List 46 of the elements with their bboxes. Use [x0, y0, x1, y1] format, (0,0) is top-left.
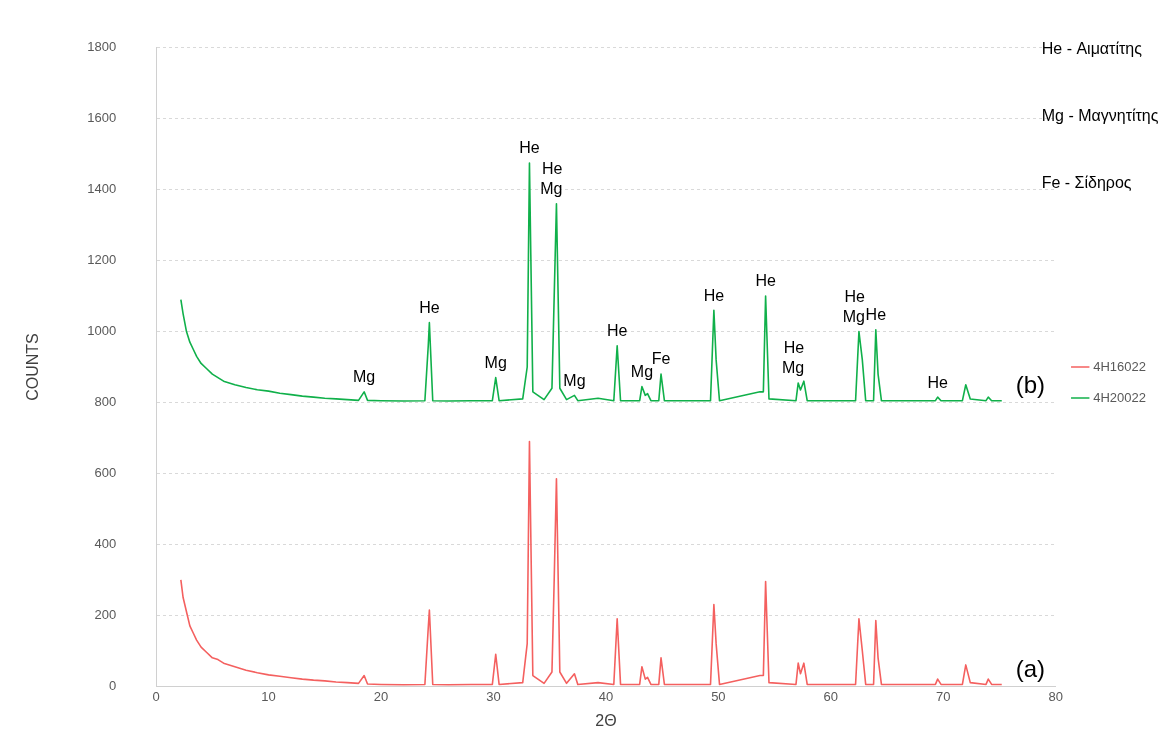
annotation: Mg: [842, 307, 865, 325]
x-tick-label: 70: [936, 688, 951, 704]
annotation: (a): [1015, 655, 1046, 683]
annotation: Mg: [540, 180, 563, 198]
annotation: Mg: [484, 354, 507, 372]
y-tick-label: 200: [94, 606, 117, 622]
annotation: He - Αιματίτης: [1041, 40, 1143, 58]
legend-label: 4H20022: [1093, 389, 1147, 405]
y-tick-label: 400: [94, 535, 117, 551]
annotation: Mg: [353, 368, 376, 386]
y-tick-label: 800: [94, 394, 117, 410]
x-tick-label: 40: [598, 688, 614, 704]
x-tick-label: 60: [823, 688, 839, 704]
annotation: Mg: [781, 359, 805, 377]
annotation: He: [519, 139, 540, 157]
annotation: He: [606, 322, 628, 340]
annotation: Mg: [630, 362, 654, 380]
y-tick-label: 0: [108, 677, 117, 693]
y-axis-title: COUNTS: [24, 333, 42, 401]
y-tick-label: 1200: [87, 252, 117, 268]
annotation: He: [783, 339, 805, 357]
annotation: He: [844, 287, 866, 305]
x-tick-label: 10: [261, 688, 276, 704]
x-tick-label: 0: [152, 688, 160, 704]
annotation: Fe: [651, 350, 671, 368]
annotation: He: [703, 286, 725, 304]
annotation: Fe - Σίδηρος: [1041, 174, 1132, 192]
annotation: Mg - Μαγνητίτης: [1041, 107, 1159, 125]
y-tick-label: 1400: [87, 181, 117, 197]
x-tick-label: 20: [373, 688, 389, 704]
y-tick-label: 1800: [87, 39, 117, 55]
y-tick-label: 1600: [87, 110, 117, 126]
annotation: Mg: [563, 371, 586, 389]
annotation: He: [541, 160, 563, 178]
legend-label: 4H16022: [1093, 358, 1147, 374]
annotation: He: [755, 272, 776, 290]
x-tick-label: 50: [711, 688, 726, 704]
x-tick-label: 30: [486, 688, 501, 704]
annotation: (b): [1015, 371, 1046, 399]
annotation: He: [927, 373, 948, 391]
x-tick-label: 80: [1048, 688, 1063, 704]
y-tick-label: 1000: [87, 323, 117, 339]
annotation: He: [865, 306, 887, 324]
annotation: He: [419, 299, 440, 317]
y-tick-label: 600: [94, 464, 117, 480]
x-axis-title: 2Θ: [595, 711, 617, 729]
